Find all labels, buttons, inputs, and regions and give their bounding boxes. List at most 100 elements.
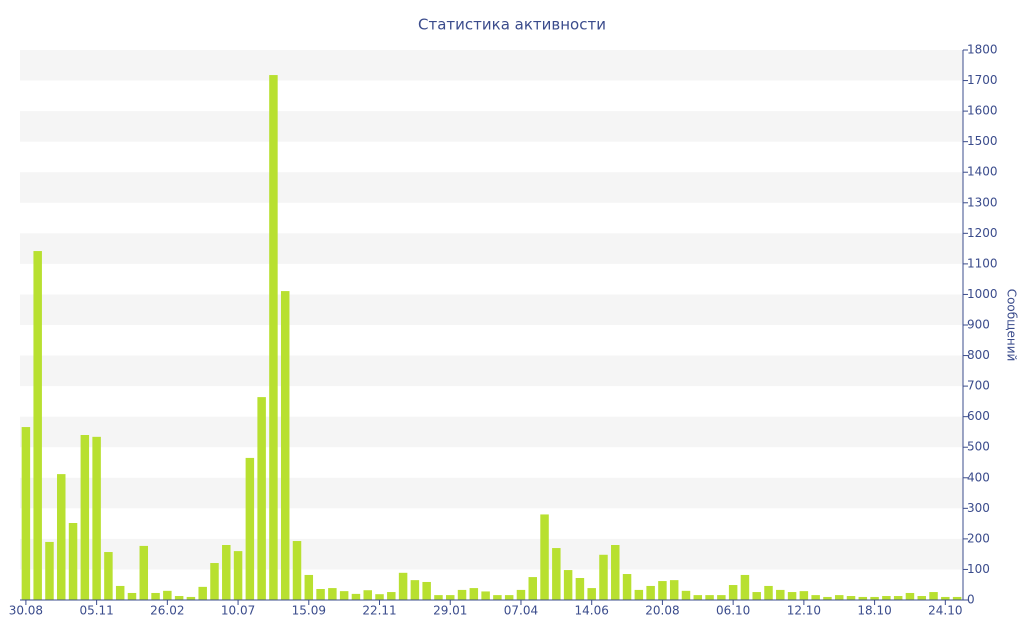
bar <box>599 554 608 600</box>
bar <box>269 75 278 601</box>
bar <box>328 588 337 600</box>
bar <box>469 588 479 600</box>
y-tick-label: 500 <box>967 440 990 454</box>
bar <box>68 523 78 600</box>
y-tick-label: 800 <box>967 348 990 362</box>
bar <box>552 548 561 600</box>
bar <box>681 590 691 600</box>
bar <box>622 574 632 600</box>
bar <box>846 596 856 600</box>
x-tick-label: 05.11 <box>79 604 113 618</box>
bar <box>905 592 915 600</box>
bar <box>233 551 243 600</box>
y-tick-label: 1300 <box>967 195 998 209</box>
bar <box>422 581 431 600</box>
bar <box>787 592 797 600</box>
y-tick-label: 1700 <box>967 73 998 87</box>
y-tick-label: 1600 <box>967 104 998 118</box>
bar <box>351 593 361 600</box>
bar <box>493 595 502 600</box>
bar <box>870 596 879 600</box>
bar <box>457 589 467 600</box>
bar <box>929 592 938 600</box>
bar <box>516 589 526 600</box>
grid-band <box>20 538 963 570</box>
bar <box>280 291 290 600</box>
y-tick-label: 900 <box>967 318 990 332</box>
x-tick-label: 07.04 <box>504 604 538 618</box>
x-tick-label: 20.08 <box>645 604 679 618</box>
bar <box>834 595 844 600</box>
grid-band <box>20 50 963 81</box>
bar <box>504 595 514 600</box>
bar <box>646 585 655 600</box>
bar <box>811 595 820 600</box>
bar <box>292 541 302 600</box>
bar <box>210 563 219 600</box>
bar <box>917 596 926 600</box>
grid-band <box>20 111 963 142</box>
bar <box>693 595 703 600</box>
grid-band <box>20 355 963 387</box>
y-tick-label: 1000 <box>967 287 998 301</box>
grid-band <box>20 416 963 448</box>
y-tick-label: 0 <box>967 593 975 607</box>
bar <box>799 591 809 600</box>
grid-band <box>20 294 963 325</box>
x-tick-label: 30.08 <box>9 604 43 618</box>
bar <box>33 251 42 601</box>
bar <box>446 595 455 600</box>
bar <box>611 545 620 600</box>
x-tick-label: 12.10 <box>787 604 821 618</box>
y-tick-label: 400 <box>967 470 990 484</box>
bar <box>752 592 761 600</box>
bar <box>398 572 408 600</box>
bar <box>776 589 785 600</box>
bar <box>163 590 172 600</box>
y-axis-label: Сообщений <box>1005 289 1019 362</box>
x-tick-label: 26.02 <box>150 604 184 618</box>
bar <box>669 580 679 600</box>
bar <box>115 585 125 600</box>
bar <box>740 574 750 600</box>
y-tick-label: 1800 <box>967 43 998 57</box>
bar <box>375 594 384 600</box>
bar <box>222 545 231 600</box>
bar <box>705 595 714 600</box>
x-tick-label: 22.11 <box>362 604 396 618</box>
chart-title: Статистика активности <box>418 16 606 34</box>
bar <box>882 596 891 600</box>
y-tick-label: 200 <box>967 531 990 545</box>
bar <box>941 596 950 600</box>
bar <box>575 578 585 600</box>
bar <box>563 570 573 600</box>
x-tick-label: 10.07 <box>221 604 255 618</box>
bar <box>316 589 325 600</box>
bar <box>127 592 137 600</box>
bar <box>304 574 314 600</box>
bar <box>104 552 113 600</box>
y-tick-label: 1400 <box>967 165 998 179</box>
bar <box>186 596 196 600</box>
bar <box>823 596 832 600</box>
bar <box>728 585 738 600</box>
bar <box>764 585 773 600</box>
bar <box>174 596 184 600</box>
bar <box>893 596 903 600</box>
x-tick-label: 14.06 <box>575 604 609 618</box>
y-tick-label: 700 <box>967 379 990 393</box>
bar <box>57 474 66 600</box>
bar <box>151 592 160 600</box>
grid-band <box>20 172 963 203</box>
grid-band <box>20 477 963 509</box>
x-tick-label: 06.10 <box>716 604 750 618</box>
bar <box>339 591 349 600</box>
bar <box>634 589 644 600</box>
bar <box>540 514 549 600</box>
bar <box>658 581 667 600</box>
x-tick-label: 29.01 <box>433 604 467 618</box>
x-tick-label: 15.09 <box>292 604 326 618</box>
y-tick-label: 1100 <box>967 256 998 270</box>
bar <box>481 591 490 600</box>
bar <box>45 541 54 600</box>
